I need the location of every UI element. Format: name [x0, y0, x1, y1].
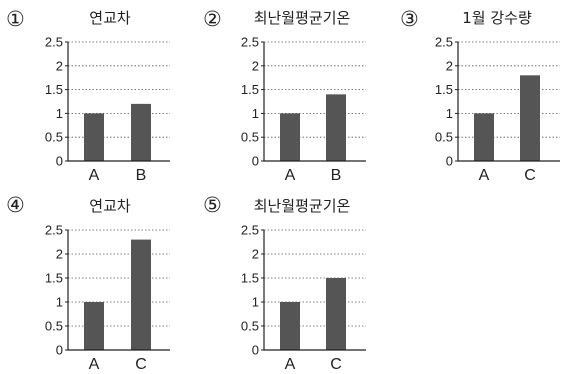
category-label: A [89, 167, 100, 184]
y-tick-label: 0.5 [241, 319, 259, 334]
bar-C [131, 239, 151, 350]
y-tick-label: 1.5 [45, 271, 63, 286]
option-number: ① [6, 7, 25, 31]
category-label: C [524, 167, 536, 184]
y-tick-label: 0.5 [45, 319, 63, 334]
chart-panel-5: ⑤ 최난월평균기온 0 0.5 1 1.5 2 2.5 A C [203, 193, 366, 373]
bar-C [520, 75, 540, 161]
category-label: B [331, 167, 342, 184]
axis-lines [263, 42, 366, 162]
bar-A [474, 113, 494, 161]
option-number: ② [203, 7, 222, 31]
y-tick-label: 0.5 [241, 130, 259, 145]
y-tick-label: 0 [56, 154, 63, 169]
chart-title: 연교차 [89, 197, 131, 215]
axis-lines [263, 230, 366, 351]
y-tick-label: 2 [56, 247, 63, 262]
y-tick-label: 1 [252, 295, 259, 310]
y-tick-label: 2 [56, 58, 63, 73]
category-label: A [479, 167, 490, 184]
y-tick-label: 0 [446, 154, 453, 169]
y-tick-label: 2.5 [241, 35, 259, 50]
chart-title: 최난월평균기온 [254, 197, 351, 215]
y-tick-label: 2.5 [241, 223, 259, 238]
option-number: ③ [400, 7, 419, 31]
category-label: C [135, 356, 147, 373]
chart-title: 1월 강수량 [462, 9, 532, 27]
y-tick-label: 0.5 [435, 130, 453, 145]
y-tick-label: 1.5 [241, 82, 259, 97]
category-label: A [89, 356, 100, 373]
y-tick-label: 1.5 [435, 82, 453, 97]
bar-C [326, 278, 346, 350]
chart-panel-4: ④ 연교차 0 0.5 1 1.5 2 2.5 A C [6, 193, 170, 373]
chart-title: 연교차 [89, 9, 131, 27]
y-tick-label: 2 [446, 58, 453, 73]
y-tick-label: 0 [252, 154, 259, 169]
y-tick-label: 1 [56, 106, 63, 121]
y-tick-label: 2.5 [435, 35, 453, 50]
bar-A [280, 113, 300, 161]
bar-A [84, 113, 104, 161]
y-tick-label: 1 [446, 106, 453, 121]
category-label: A [285, 167, 296, 184]
y-tick-label: 2 [252, 247, 259, 262]
axis-lines [457, 42, 560, 162]
bar-A [280, 302, 300, 350]
chart-panel-1: ① 연교차 0 0.5 1 1.5 2 2.5 A B [6, 7, 170, 184]
y-tick-label: 1 [56, 295, 63, 310]
chart-panel-2: ② 최난월평균기온 0 0.5 1 1.5 2 2.5 A B [203, 7, 366, 184]
y-tick-label: 0.5 [45, 130, 63, 145]
bar-B [131, 103, 151, 161]
axis-lines [67, 230, 170, 351]
category-label: B [136, 167, 147, 184]
category-label: C [330, 356, 342, 373]
chart-panel-3: ③ 1월 강수량 0 0.5 1 1.5 2 2.5 A C [400, 7, 560, 184]
chart-title: 최난월평균기온 [254, 9, 351, 27]
y-tick-label: 0 [56, 343, 63, 358]
y-tick-label: 2 [252, 58, 259, 73]
y-tick-label: 1 [252, 106, 259, 121]
y-tick-label: 2.5 [45, 223, 63, 238]
option-number: ④ [6, 193, 25, 217]
y-tick-label: 2.5 [45, 35, 63, 50]
y-tick-label: 0 [252, 343, 259, 358]
bar-A [84, 302, 104, 350]
axis-lines [67, 42, 170, 162]
bar-B [326, 94, 346, 161]
category-label: A [285, 356, 296, 373]
y-tick-label: 1.5 [241, 271, 259, 286]
y-tick-label: 1.5 [45, 82, 63, 97]
option-number: ⑤ [203, 193, 222, 217]
